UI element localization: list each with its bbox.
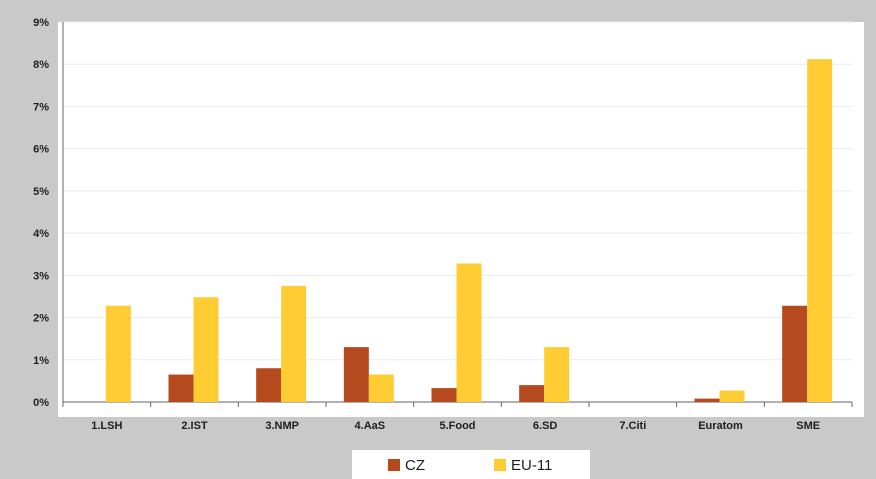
y-tick-label: 6%	[33, 144, 49, 156]
bar-eu-11	[281, 285, 307, 402]
x-tick-label: 2.IST	[181, 420, 208, 432]
legend-label: EU-11	[511, 457, 552, 474]
x-tick-label: 4.AaS	[355, 420, 386, 432]
y-tick-label: 5%	[33, 186, 49, 198]
bar-eu-11	[719, 390, 745, 402]
bar-eu-11	[807, 59, 833, 403]
bar-cz	[343, 347, 369, 402]
bar-cz	[782, 305, 808, 402]
y-tick-label: 9%	[33, 17, 49, 29]
x-tick-label: 3.NMP	[265, 420, 299, 432]
bars	[105, 59, 833, 403]
bar-eu-11	[456, 263, 482, 402]
x-tick-label: SME	[796, 420, 820, 432]
bar-eu-11	[544, 347, 570, 402]
legend-swatch	[494, 459, 506, 471]
x-tick-label: 7.Citi	[619, 420, 646, 432]
y-tick-label: 8%	[33, 59, 49, 71]
y-tick-label: 2%	[33, 313, 49, 325]
bar-cz	[256, 368, 282, 402]
bar-cz	[431, 388, 457, 402]
bar-eu-11	[105, 305, 131, 402]
y-tick-label: 1%	[33, 355, 49, 367]
bar-eu-11	[368, 374, 394, 402]
legend-label: CZ	[405, 457, 425, 474]
y-tick-label: 3%	[33, 270, 49, 282]
x-tick-label: Euratom	[698, 420, 743, 432]
legend-swatch	[388, 459, 400, 471]
bar-cz	[694, 398, 720, 402]
y-tick-label: 7%	[33, 101, 49, 113]
legend-items: CZ EU-11	[388, 457, 552, 474]
y-tick-label: 4%	[33, 228, 49, 240]
tick-labels: 0% 1% 2% 3% 4% 5% 6% 7% 8% 9% 1.LSH 2.IST 3.NMP 4.AaS…	[33, 17, 820, 432]
x-tick-label: 5.Food	[439, 420, 475, 432]
bar-eu-11	[193, 297, 219, 402]
y-tick-label: 0%	[33, 397, 49, 409]
bar-cz	[519, 385, 545, 402]
x-tick-label: 1.LSH	[91, 420, 122, 432]
bar-cz	[168, 374, 194, 402]
x-tick-label: 6.SD	[533, 420, 558, 432]
